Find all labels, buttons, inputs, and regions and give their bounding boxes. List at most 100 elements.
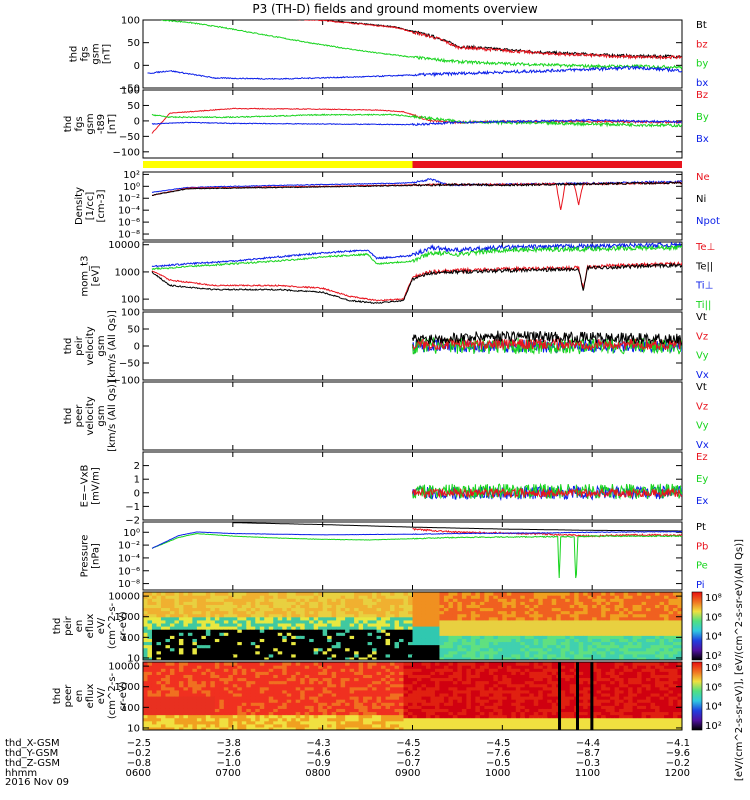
ephem-value: −4.5 <box>396 738 420 749</box>
ylabel-line: [mV/m] <box>91 467 102 505</box>
series-Ti⊥ <box>151 242 682 268</box>
ylabel-peir_en_eflux: thdpeirenefluxeV/(cm^2-s-sr-eV) <box>52 602 129 649</box>
ylabel-line: gsm <box>96 335 107 356</box>
ylabel-peer_velocity: thdpeervelocitygsm[km/s (All Qs)] <box>63 380 118 452</box>
panel-fgs_gsm: 100 50 0 −50 thdfgsgsm[nT] Bt bz by bx <box>69 16 709 95</box>
ytick-label: 10000 <box>108 592 140 603</box>
panel-efield: 2 1 0 −1 −2 E=−VxB[mV/m] Ez Ey Ex <box>80 451 708 527</box>
ylabel-line: fgs <box>80 46 91 61</box>
legend-Npot: Npot <box>696 216 720 227</box>
ylabel-line: gsm <box>91 43 102 64</box>
ytick-label: 1 <box>134 475 140 486</box>
series-Pb <box>412 527 682 538</box>
series-Te|| <box>151 262 682 305</box>
ephem-value: −2.5 <box>127 738 151 749</box>
ylabel-line: (cm^2-s- <box>107 602 118 649</box>
ylabel-line: velocity <box>85 326 96 365</box>
ylabel-line: eflux <box>85 684 96 709</box>
series-Pi <box>151 530 682 549</box>
ytick-label: 100 <box>121 295 140 306</box>
ylabel-line: (cm^2-s- <box>107 672 118 719</box>
ylabel-line: thd <box>63 116 74 133</box>
ylabel-line: thd <box>63 338 74 355</box>
ylabel-line: sr-eV) <box>118 681 129 710</box>
ephem-value: −2.6 <box>217 748 241 759</box>
ytick-label: 50 <box>127 38 140 49</box>
series-Ey <box>412 482 682 500</box>
colorbar-tick: 10⁴ <box>705 632 722 643</box>
ytick-label: 10 <box>127 653 140 664</box>
mode-bar-yellow <box>143 161 413 168</box>
series-Pe <box>151 532 682 579</box>
ylabel-line: eV/ <box>96 617 107 634</box>
ylabel-peer_en_eflux: thdpeerenefluxeV/(cm^2-s-sr-eV) <box>52 672 129 719</box>
ephem-value: −4.6 <box>306 748 330 759</box>
legend-Te||: Te|| <box>695 261 713 272</box>
ytick-label: 10² <box>123 170 140 181</box>
ephem-value: −4.3 <box>306 738 330 749</box>
spectrogram-panels: 10000100010010thdpeirenefluxeV/(cm^2-s-s… <box>52 591 683 734</box>
legend-Vz: Vz <box>696 331 708 342</box>
spectrogram-peer_en_eflux <box>143 662 682 730</box>
ytick-label: −100 <box>113 147 140 158</box>
legend-Vt: Vt <box>696 382 707 393</box>
ytick-label: 0 <box>134 488 140 499</box>
ytick-label: 50 <box>127 325 140 336</box>
series-Ti|| <box>151 244 682 271</box>
series-group <box>151 522 682 579</box>
ytick-label: −100 <box>113 376 140 387</box>
ylabel-fgs_gsm: thdfgsgsm[nT] <box>69 43 113 64</box>
ephem-value: 0800 <box>305 768 330 779</box>
ylabel-line: thd <box>52 688 63 705</box>
ephem-value: −4.1 <box>666 738 690 749</box>
legend-Bt: Bt <box>696 20 707 31</box>
ytick-label: 10⁻² <box>118 541 140 552</box>
legend-Pb: Pb <box>696 541 708 552</box>
ylabel-line: thd <box>69 46 80 63</box>
panel-peir_en_eflux: 10000 1000 100 10 thdpeirenefluxeV/(cm^2-s-s… <box>52 591 683 664</box>
ylabel-line: thd <box>63 408 74 425</box>
ytick-label: −2 <box>125 516 140 527</box>
ephem-value: −0.7 <box>396 758 420 769</box>
data-gap-2 <box>590 662 594 730</box>
ylabel-line: gsm <box>85 113 96 134</box>
ytick-label: 10⁰ <box>123 182 140 193</box>
ylabel-line: mom_t3 <box>80 256 91 297</box>
ytick-label: 100 <box>121 86 140 97</box>
ylabel-line: [km/s (All Qs)] <box>107 310 118 382</box>
ylabel-line: Density <box>74 187 85 225</box>
legend-Ez: Ez <box>696 452 708 463</box>
ylabel-line: [km/s (All Qs)] <box>107 380 118 452</box>
series-group <box>412 330 682 355</box>
ephem-label: thd_Z-GSM <box>5 758 60 769</box>
panel-peer_en_eflux: 10000 1000 100 10 thdpeerenefluxeV/(cm^2-s-s… <box>52 661 683 734</box>
ylabel-line: velocity <box>85 396 96 435</box>
series-bz <box>294 20 682 61</box>
series-group <box>151 178 682 211</box>
series-Ez <box>412 486 682 499</box>
ytick-label: 10⁻⁸ <box>118 579 140 590</box>
ylabel-line: en <box>74 690 85 703</box>
legend-Pt: Pt <box>696 522 706 533</box>
panel-frame <box>142 241 683 311</box>
mode-bar-red <box>412 161 682 168</box>
ylabel-pressure: Pressure[nPa] <box>80 535 102 578</box>
series-by <box>160 20 682 70</box>
ytick-label: 1000 <box>115 612 140 623</box>
ylabel-line: sr-eV) <box>118 611 129 640</box>
ephem-value: −1.0 <box>217 758 241 769</box>
panel-peer_velocity: thdpeervelocitygsm[km/s (All Qs)] Vt Vz Vy V… <box>63 380 709 452</box>
colorbar-tick: 10⁶ <box>705 612 722 623</box>
ephem-value: −3.8 <box>217 738 241 749</box>
series-Bz <box>151 107 682 134</box>
colorbar-label: [eV/(cm^2-s-sr-eV)], [eV/(cm^2-s-sr-eV)(… <box>734 539 745 781</box>
ephem-label: thd_Y-GSM <box>5 748 58 759</box>
ytick-label: 10⁰ <box>123 528 140 539</box>
ephem-value: −0.2 <box>127 748 151 759</box>
ytick-label: 2 <box>134 461 140 472</box>
legend-Vt: Vt <box>696 312 707 323</box>
series-Npot <box>151 178 682 193</box>
colorbar-tick: 10² <box>705 651 722 662</box>
ylabel-fgs_gsm_t89: thdfgsgsm-t89[nT] <box>63 113 118 134</box>
ylabel-line: fgs <box>74 116 85 131</box>
